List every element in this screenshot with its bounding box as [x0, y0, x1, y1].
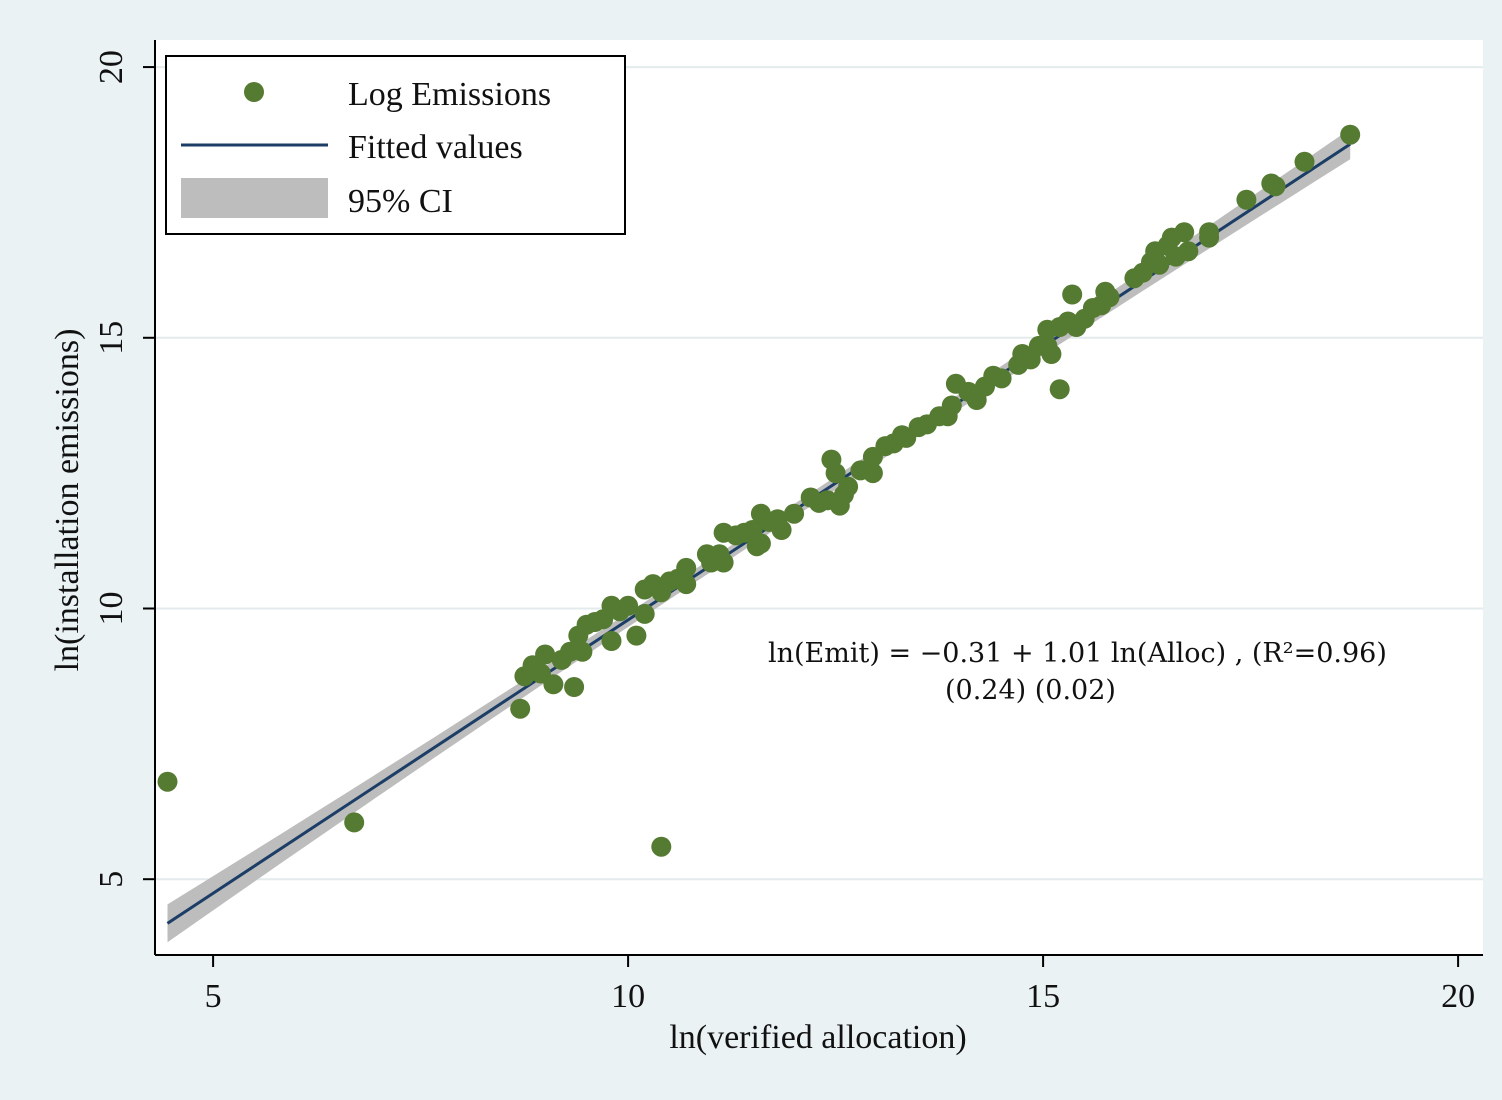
- data-point-99: [1199, 222, 1220, 243]
- data-point-96: [1174, 222, 1195, 243]
- y-axis-title: ln(installation emissions): [49, 329, 86, 672]
- data-point-49: [825, 463, 846, 484]
- data-point-79: [1049, 379, 1070, 400]
- y-tick-label-10: 10: [93, 591, 130, 625]
- regression-std-errors: (0.24) (0.02): [945, 675, 1116, 706]
- data-point-0: [157, 771, 178, 792]
- data-point-33: [713, 552, 734, 573]
- x-tick-label-15: 15: [1026, 978, 1060, 1015]
- data-point-8: [543, 674, 564, 695]
- legend-label-fit: Fitted values: [348, 129, 523, 166]
- data-point-18: [601, 631, 622, 651]
- data-point-23: [634, 603, 655, 624]
- data-point-7: [535, 644, 556, 665]
- data-point-103: [1294, 151, 1315, 172]
- y-tick-label-20: 20: [93, 50, 130, 84]
- data-point-3: [510, 698, 531, 719]
- scatter-points: [157, 124, 1361, 857]
- data-point-20: [618, 595, 639, 616]
- data-point-100: [1236, 189, 1257, 210]
- data-point-13: [572, 641, 593, 662]
- y-axis-ticks: 5 10 15 20: [93, 50, 155, 888]
- legend-marker-points: [244, 82, 264, 102]
- data-point-102: [1265, 176, 1286, 197]
- data-point-104: [1340, 124, 1361, 145]
- data-point-97: [1178, 241, 1199, 262]
- legend-marker-ci: [181, 178, 328, 218]
- data-point-77: [1041, 344, 1062, 364]
- data-point-44: [784, 503, 805, 524]
- data-point-70: [991, 368, 1012, 389]
- legend: Log Emissions Fitted values 95% CI: [165, 55, 626, 235]
- y-tick-label-15: 15: [93, 321, 130, 355]
- x-axis-title: ln(verified allocation): [669, 1019, 966, 1056]
- data-point-81: [1062, 284, 1083, 305]
- data-point-52: [838, 476, 859, 497]
- data-point-1: [344, 812, 365, 833]
- data-point-11: [564, 677, 585, 697]
- data-point-87: [1099, 287, 1120, 308]
- data-point-54: [862, 463, 883, 484]
- data-point-28: [676, 574, 697, 595]
- data-point-21: [626, 625, 647, 646]
- data-point-43: [771, 520, 792, 540]
- x-tick-label-20: 20: [1441, 978, 1475, 1015]
- regression-equation: ln(Emit) = −0.31 + 1.01 ln(Alloc) , (R²=…: [768, 638, 1387, 669]
- legend-label-ci: 95% CI: [348, 183, 453, 220]
- data-point-2: [651, 836, 672, 857]
- y-tick-label-5: 5: [93, 871, 130, 888]
- data-point-64: [941, 395, 962, 416]
- legend-label-points: Log Emissions: [348, 76, 551, 113]
- data-point-40: [750, 533, 771, 554]
- data-point-29: [676, 557, 697, 578]
- x-tick-label-10: 10: [611, 978, 645, 1015]
- x-axis-ticks: 5 10 15 20: [205, 955, 1475, 1015]
- x-tick-label-5: 5: [205, 978, 222, 1015]
- data-point-92: [1149, 254, 1170, 275]
